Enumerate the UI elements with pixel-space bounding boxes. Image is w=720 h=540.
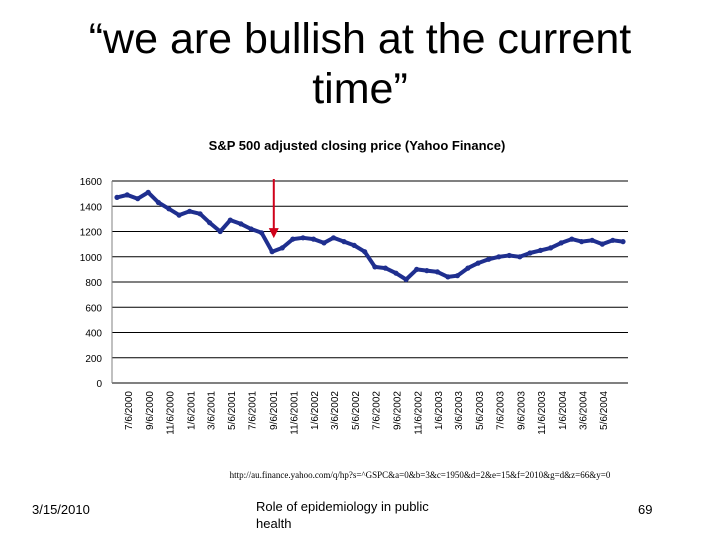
price-point <box>589 237 595 243</box>
price-point <box>362 249 368 255</box>
x-tick-label: 5/6/2003 <box>475 391 486 430</box>
price-point <box>496 254 502 260</box>
price-point <box>259 230 265 236</box>
price-point <box>176 212 182 218</box>
x-tick-label: 7/6/2003 <box>495 391 506 430</box>
stock-price-chart: S&P 500 adjusted closing price (Yahoo Fi… <box>80 138 628 435</box>
chart-title: S&P 500 adjusted closing price (Yahoo Fi… <box>209 138 506 153</box>
price-point <box>300 235 306 241</box>
price-point <box>279 245 285 251</box>
x-tick-label: 9/6/2002 <box>393 391 404 430</box>
y-tick-label: 1000 <box>80 253 103 264</box>
price-point <box>599 241 605 247</box>
price-point <box>290 236 296 242</box>
price-point <box>269 249 275 255</box>
price-point <box>517 254 523 260</box>
price-point <box>454 273 460 279</box>
price-point <box>393 270 399 276</box>
price-point <box>569 236 575 242</box>
price-point <box>434 269 440 275</box>
price-point <box>475 260 481 266</box>
x-tick-label: 5/6/2004 <box>599 391 610 430</box>
x-tick-label: 1/6/2003 <box>434 391 445 430</box>
x-tick-label: 11/6/2002 <box>413 391 424 435</box>
price-point <box>403 276 409 283</box>
price-point <box>321 240 327 246</box>
price-point <box>414 266 420 272</box>
source-url: http://au.finance.yahoo.com/q/hp?s=^GSPC… <box>229 470 611 480</box>
price-point <box>124 192 130 198</box>
price-point <box>155 199 161 206</box>
price-point <box>537 247 544 253</box>
price-point <box>445 274 451 280</box>
y-tick-label: 400 <box>85 329 102 340</box>
price-point <box>527 250 533 256</box>
price-point <box>217 228 223 235</box>
price-series-line <box>116 190 624 282</box>
price-point <box>145 189 151 195</box>
price-point <box>486 256 492 262</box>
x-tick-label: 7/6/2002 <box>372 391 383 430</box>
y-tick-label: 200 <box>85 354 102 365</box>
x-tick-label: 7/6/2001 <box>248 391 259 430</box>
price-point <box>197 211 203 217</box>
price-point <box>558 240 564 246</box>
x-tick-label: 1/6/2002 <box>310 391 321 430</box>
price-point <box>187 208 193 214</box>
x-tick-label: 11/6/2003 <box>537 391 548 435</box>
y-tick-label: 1600 <box>80 177 103 188</box>
price-point <box>506 252 512 259</box>
price-point <box>207 220 213 226</box>
price-point <box>227 217 233 223</box>
y-tick-label: 1400 <box>80 202 103 213</box>
price-point <box>114 194 120 200</box>
x-tick-label: 5/6/2002 <box>351 391 362 430</box>
price-point <box>548 245 554 251</box>
y-tick-label: 0 <box>96 379 102 390</box>
price-point <box>382 265 388 271</box>
footer-center-text: Role of epidemiology in public health <box>256 499 429 531</box>
x-tick-label: 3/6/2003 <box>454 391 465 430</box>
price-point <box>620 239 626 245</box>
y-tick-label: 600 <box>85 303 102 314</box>
x-tick-label: 1/6/2001 <box>186 391 197 430</box>
slide-title-line2: time” <box>312 65 408 113</box>
x-tick-label: 3/6/2004 <box>578 391 589 430</box>
price-point <box>330 235 337 241</box>
x-tick-label: 5/6/2001 <box>227 391 238 430</box>
footer-date: 3/15/2010 <box>32 502 90 517</box>
price-point <box>372 264 378 270</box>
x-tick-label: 9/6/2001 <box>269 391 280 430</box>
price-point <box>341 239 347 245</box>
page-number: 69 <box>638 502 653 517</box>
x-tick-label: 11/6/2000 <box>166 391 177 435</box>
price-point <box>310 236 317 242</box>
y-tick-label: 800 <box>85 278 102 289</box>
price-point <box>424 268 430 274</box>
price-point <box>135 196 141 202</box>
price-point <box>579 239 585 245</box>
price-point <box>166 206 172 212</box>
price-point <box>248 226 254 232</box>
price-point <box>465 265 471 271</box>
x-tick-label: 9/6/2000 <box>145 391 156 430</box>
x-tick-label: 7/6/2000 <box>124 391 135 430</box>
price-point <box>238 221 244 227</box>
slide-title: “we are bullish at the current time” <box>40 14 680 114</box>
annotation-arrow-head <box>268 228 279 239</box>
slide-title-line1: “we are bullish at the current <box>88 15 632 63</box>
x-tick-label: 11/6/2001 <box>289 391 300 435</box>
price-point <box>610 237 616 243</box>
x-tick-label: 3/6/2001 <box>206 391 217 430</box>
price-point <box>351 242 357 248</box>
x-tick-label: 9/6/2003 <box>517 391 528 430</box>
x-tick-label: 1/6/2004 <box>558 391 569 430</box>
y-tick-label: 1200 <box>80 228 103 239</box>
x-tick-label: 3/6/2002 <box>330 391 341 430</box>
